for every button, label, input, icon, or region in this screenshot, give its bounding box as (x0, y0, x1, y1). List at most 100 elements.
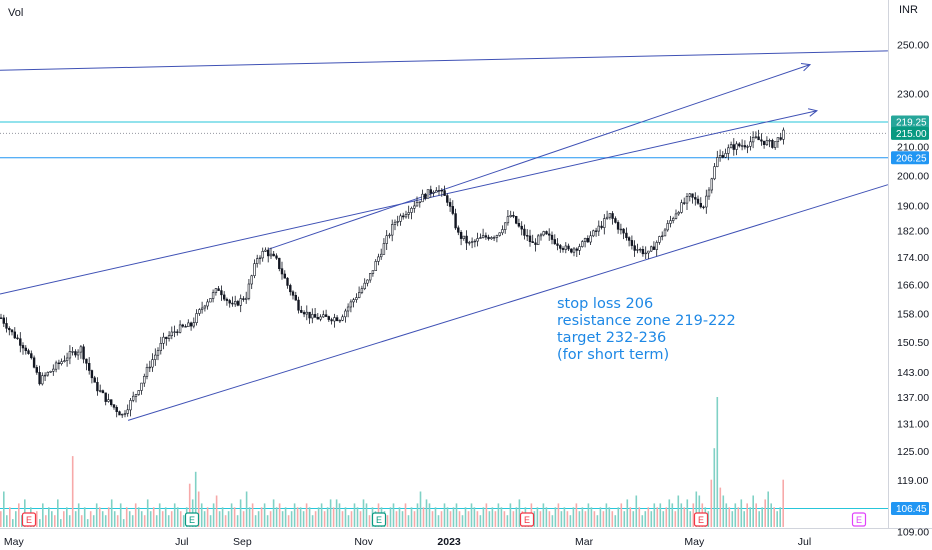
volume-bar (215, 495, 218, 527)
candle-up (333, 317, 336, 322)
candle-down (220, 290, 223, 296)
volume-bar (200, 503, 203, 527)
volume-bar (491, 507, 494, 527)
volume-bar (293, 503, 296, 527)
time-tick-label: Jul (798, 536, 811, 548)
volume-bar (443, 503, 446, 527)
candle-down (184, 326, 187, 328)
candle-up (746, 146, 749, 148)
volume-bar (650, 511, 653, 527)
candle-up (43, 374, 47, 377)
volume-bar (716, 397, 719, 527)
candle-up (729, 144, 733, 149)
candle-down (545, 231, 548, 235)
volume-bar (167, 515, 170, 527)
candle-down (275, 255, 278, 259)
volume-bar (422, 507, 425, 527)
candle-up (132, 395, 135, 401)
candle-down (24, 347, 27, 352)
candle-down (327, 316, 330, 320)
candle-up (178, 324, 182, 333)
candle-up (250, 275, 253, 285)
candle-down (280, 268, 284, 275)
candlesticks (0, 127, 785, 418)
price-axis[interactable]: 250.00 230.00 210.00 200.00 190.00 182.00 174.… (897, 40, 929, 550)
annotation-timeframe: (for short term) (557, 347, 669, 363)
candle-down (760, 139, 763, 142)
volume-bar (665, 507, 668, 527)
candle-down (88, 362, 91, 371)
volume-bar (86, 519, 89, 527)
volume-bar (125, 507, 128, 527)
event-marker-label: E (856, 515, 862, 525)
candle-down (10, 329, 14, 333)
volume-bar (18, 503, 20, 527)
candle-up (578, 246, 581, 251)
volume-bar (170, 511, 173, 527)
volume-bar (419, 491, 422, 527)
volume-bar (584, 511, 587, 527)
candle-up (390, 224, 394, 236)
candle-up (338, 319, 342, 322)
volume-bar (683, 507, 686, 527)
volume-bar (317, 507, 320, 527)
candle-up (357, 292, 361, 298)
candle-up (159, 342, 162, 351)
volume-bar (692, 503, 695, 527)
volume-bar (401, 511, 404, 527)
candle-up (377, 256, 380, 262)
volume-bar (275, 507, 278, 527)
candle-up (311, 314, 314, 319)
volume-bar (515, 507, 518, 527)
volume-bar (572, 507, 575, 527)
volume-bar (458, 511, 461, 527)
volume-bar (686, 499, 689, 527)
candle-down (732, 144, 736, 150)
annotation-stop-loss: stop loss 206 (557, 296, 653, 312)
volume-bar (662, 511, 665, 527)
candle-up (490, 237, 493, 240)
volume-bar (440, 511, 443, 527)
volume-bar (617, 507, 620, 527)
annotation-note: stop loss 206 resistance zone 219-222 ta… (557, 296, 736, 363)
candle-up (705, 195, 708, 208)
candle-down (487, 236, 490, 240)
candle-down (112, 404, 116, 408)
volume-bar (110, 499, 113, 527)
volume-bar (332, 507, 335, 527)
candle-down (525, 235, 529, 237)
time-axis[interactable]: May Jul Sep Nov 2023 Mar May Jul (4, 536, 811, 548)
candle-up (608, 213, 612, 218)
event-marker-upcoming: E (851, 512, 867, 527)
candle-up (396, 221, 399, 223)
volume-bar (155, 515, 158, 527)
candle-up (399, 215, 402, 222)
event-marker-earnings: E (371, 512, 387, 527)
candle-up (68, 351, 72, 359)
volume-bar (509, 503, 512, 527)
candle-up (773, 141, 777, 148)
candle-up (468, 242, 471, 244)
candle-down (484, 235, 488, 238)
volume-bar (101, 511, 104, 527)
volume-bar (614, 515, 617, 527)
volume-bar (677, 495, 680, 527)
candle-up (473, 240, 477, 243)
volume-bar (128, 511, 131, 527)
volume-bar (12, 519, 14, 527)
volume-bar (467, 511, 470, 527)
volume-bar (479, 515, 482, 527)
candle-up (379, 253, 383, 258)
volume-bar (362, 499, 365, 527)
volume-bar (518, 499, 521, 527)
candle-down (286, 277, 289, 286)
candle-up (749, 141, 752, 147)
candle-down (550, 234, 554, 240)
volume-bar (140, 511, 143, 527)
candle-down (553, 239, 557, 245)
event-marker-label: E (698, 515, 704, 525)
volume-bar (194, 471, 197, 527)
candle-down (38, 371, 41, 385)
